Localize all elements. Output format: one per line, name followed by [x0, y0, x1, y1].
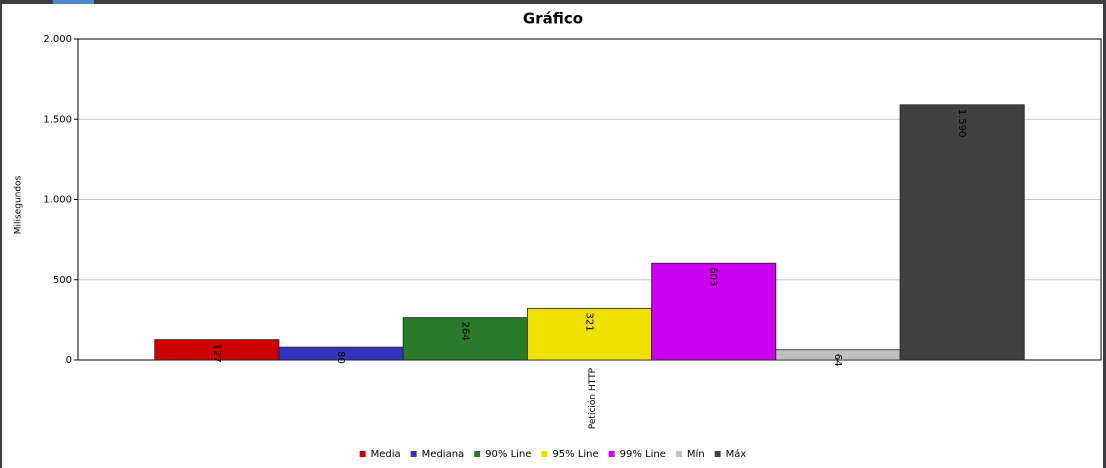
- legend-swatch: [714, 451, 721, 457]
- tab-indicator: [53, 0, 94, 4]
- bar: [899, 104, 1025, 361]
- legend-swatch: [474, 451, 481, 457]
- left-border: [0, 0, 2, 468]
- value-label: 127: [211, 344, 222, 363]
- bar: [651, 262, 777, 361]
- top-bar: [0, 0, 1106, 4]
- y-tick-label: 1.500: [43, 114, 72, 125]
- legend-label: Mediana: [422, 449, 465, 460]
- legend-label: Máx: [726, 448, 747, 460]
- legend-swatch: [410, 451, 417, 457]
- value-label: 321: [584, 312, 595, 331]
- y-tick-label: 1.000: [43, 195, 72, 206]
- bar: [402, 317, 528, 361]
- value-label: 264: [459, 322, 470, 341]
- legend-label: 95% Line: [552, 449, 598, 460]
- chart-title: Gráfico: [523, 10, 583, 28]
- legend-label: Media: [371, 449, 401, 460]
- y-tick-label: 0: [66, 355, 72, 366]
- y-tick-label: 500: [53, 275, 72, 286]
- x-tick-label: Petición HTTP: [587, 367, 598, 429]
- legend-label: 99% Line: [620, 449, 666, 460]
- y-tick-label: 2.000: [43, 34, 72, 45]
- legend-swatch: [541, 451, 548, 457]
- value-label: 80: [335, 351, 346, 364]
- value-label: 603: [708, 267, 719, 286]
- legend-swatch: [675, 451, 682, 457]
- legend-label: Mín: [687, 448, 705, 460]
- value-label: 64: [832, 354, 843, 367]
- right-border: [1103, 0, 1106, 468]
- bar: [526, 308, 653, 361]
- legend-swatch: [608, 451, 615, 457]
- y-axis-label: Milisegundos: [14, 175, 24, 234]
- legend-swatch: [359, 451, 366, 457]
- legend-label: 90% Line: [485, 449, 531, 460]
- value-label: 1.590: [956, 109, 967, 138]
